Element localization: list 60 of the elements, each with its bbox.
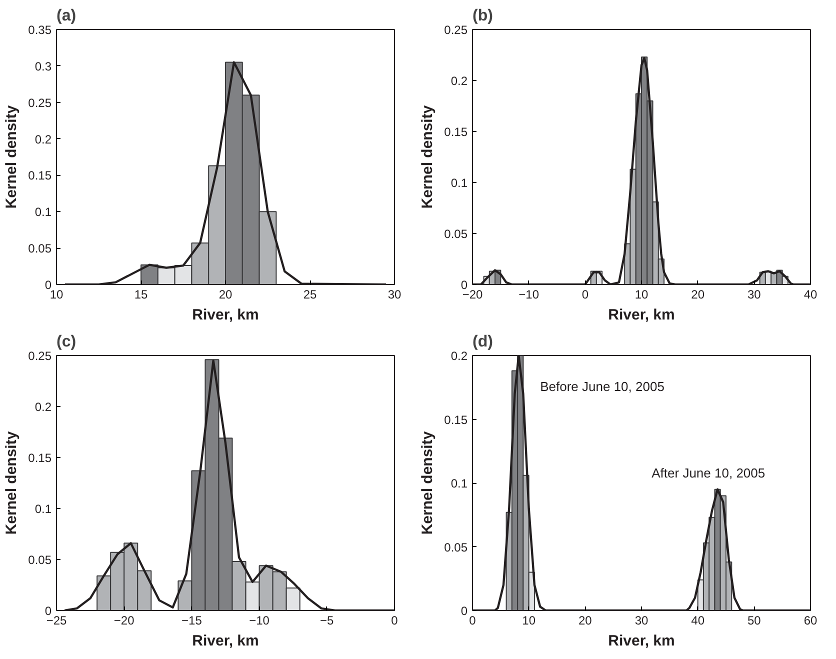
- chart-title: (a): [56, 8, 76, 24]
- y-tick-label: 0.25: [28, 96, 52, 110]
- y-tick-label: 0.15: [444, 125, 468, 139]
- y-axis-title: Kernel density: [3, 430, 20, 535]
- y-tick-label: 0.2: [34, 132, 52, 146]
- y-tick-label: 0.05: [28, 553, 52, 567]
- y-tick-label: 0.05: [444, 227, 468, 241]
- y-tick-label: 0: [44, 278, 52, 292]
- annotation: After June 10, 2005: [652, 465, 766, 480]
- x-tick-label: 30: [388, 288, 402, 302]
- y-tick-label: 0.2: [450, 74, 468, 88]
- y-tick-label: 0.25: [28, 349, 52, 363]
- x-tick-label: −20: [114, 614, 135, 628]
- x-tick-label: 0: [582, 288, 589, 302]
- x-tick-label: 20: [218, 288, 232, 302]
- x-tick-label: −5: [320, 614, 334, 628]
- x-axis-title: River, km: [608, 632, 675, 650]
- y-tick-label: 0: [460, 604, 468, 618]
- x-tick-label: 40: [691, 614, 705, 628]
- x-tick-label: 10: [50, 288, 64, 302]
- x-axis-title: River, km: [192, 306, 259, 324]
- x-tick-label: −10: [249, 614, 270, 628]
- chart-title: (d): [472, 334, 493, 350]
- x-tick-label: 10: [522, 614, 536, 628]
- y-tick-label: 0.1: [450, 476, 468, 490]
- x-tick-label: 0: [391, 614, 398, 628]
- x-tick-label: −15: [182, 614, 202, 628]
- y-tick-label: 0.1: [450, 176, 468, 190]
- x-tick-label: 50: [747, 614, 762, 628]
- y-axis-title: Kernel density: [3, 104, 20, 209]
- y-tick-label: 0.1: [34, 205, 52, 220]
- y-tick-label: 0.1: [34, 502, 52, 516]
- y-tick-label: 0.05: [444, 540, 468, 554]
- chart-title: (c): [56, 334, 76, 350]
- x-axis-title: River, km: [192, 632, 259, 650]
- y-tick-label: 0.15: [28, 168, 52, 183]
- y-axis-title: Kernel density: [419, 430, 436, 535]
- chart-title: (b): [472, 8, 493, 24]
- x-tick-label: 20: [691, 288, 705, 302]
- x-tick-label: 40: [804, 288, 818, 302]
- annotation: Before June 10, 2005: [540, 378, 664, 394]
- x-tick-label: 10: [634, 288, 648, 302]
- y-tick-label: 0.05: [28, 242, 52, 256]
- y-tick-label: 0.15: [28, 451, 52, 465]
- y-tick-label: 0.25: [444, 23, 468, 37]
- y-tick-label: 0.2: [450, 349, 468, 363]
- x-tick-label: 25: [303, 288, 317, 302]
- x-tick-label: 30: [747, 288, 762, 302]
- x-tick-label: 30: [634, 614, 648, 628]
- y-tick-label: 0.35: [28, 23, 52, 37]
- y-axis-title: Kernel density: [419, 104, 436, 209]
- x-axis-title: River, km: [608, 306, 675, 324]
- x-tick-label: 60: [804, 614, 818, 628]
- x-tick-label: 0: [469, 614, 476, 628]
- y-tick-label: 0.3: [34, 59, 52, 74]
- x-tick-label: −10: [518, 288, 540, 302]
- y-tick-label: 0.2: [34, 400, 52, 414]
- x-tick-label: 20: [578, 614, 592, 628]
- x-tick-label: 15: [134, 288, 148, 302]
- y-tick-label: 0.15: [444, 412, 468, 427]
